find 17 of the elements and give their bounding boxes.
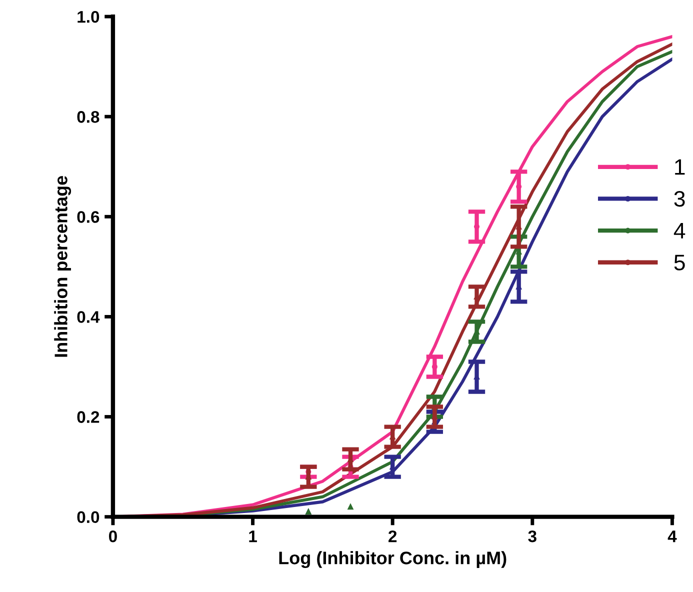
x-tick-label: 4 [668,530,677,542]
legend-label: 5 [674,254,685,270]
y-axis-title: Inhibition percentage [54,176,72,357]
x-axis-title: Log (Inhibitor Conc. in µM) [279,551,506,568]
y-tick-label: 1.0 [78,10,100,23]
y-tick-label: 0.2 [77,411,100,423]
y-tick-label: 0.0 [77,511,100,524]
legend-label: 3 [674,190,685,207]
y-tick-label: 0.6 [77,211,100,223]
y-tick-label: 0.8 [77,111,100,123]
x-tick-label: 1 [249,530,257,542]
x-tick-label: 0 [108,530,117,542]
x-tick-label: 2 [388,530,397,542]
y-tick-label: 0.4 [77,311,100,323]
x-tick-label: 3 [528,530,536,542]
legend-label: 4 [674,223,686,238]
legend-label: 1 [675,159,685,175]
